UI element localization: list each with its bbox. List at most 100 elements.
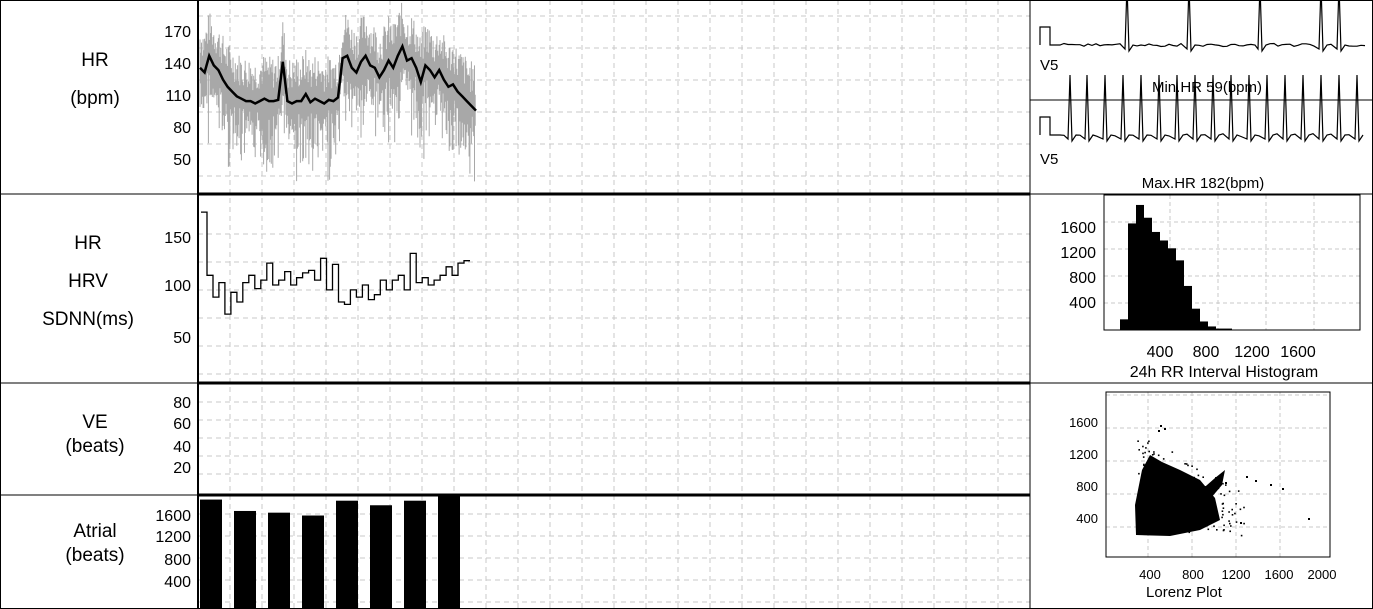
lorenz-point [1207, 528, 1210, 531]
lorenz-point [1191, 514, 1194, 517]
hist-bar [1168, 248, 1176, 330]
lorenz-point [1216, 529, 1218, 531]
lorenz-point [1177, 504, 1180, 506]
lorenz-point [1151, 454, 1154, 456]
lorenz-point [1230, 525, 1232, 527]
hist-bar [1144, 217, 1152, 330]
rr-histogram: 1600 1200 800 400 400 800 1200 1600 24h RR Inter… [1060, 194, 1361, 381]
lorenz-point [1221, 516, 1223, 519]
lorenz-point [1143, 478, 1145, 480]
lorenz-point [1222, 507, 1225, 509]
lorenz-point [1162, 479, 1165, 481]
lorenz-point [1160, 487, 1162, 489]
atrial-bar-plot [200, 494, 460, 609]
hist-bar [1152, 231, 1160, 330]
lorenz-point [1225, 484, 1227, 486]
hr-unit-label: (bpm) [70, 88, 120, 109]
hrv-tick-100: 100 [164, 278, 191, 295]
lorenz-point [1173, 519, 1176, 522]
ecg1-lead: V5 [1040, 57, 1058, 74]
hist-bar [1192, 308, 1200, 330]
hist-ytick: 400 [1069, 295, 1096, 312]
lorenz-point [1156, 524, 1159, 527]
lorenz-point [1200, 499, 1203, 502]
lorenz-point [1228, 490, 1231, 493]
hist-bar [1208, 326, 1216, 330]
lorenz-point [1168, 505, 1170, 508]
lorenz-xtick: 1200 [1222, 567, 1251, 582]
lorenz-point [1187, 510, 1190, 513]
lorenz-point [1282, 488, 1284, 490]
lorenz-point [1240, 522, 1242, 524]
lorenz-point [1150, 491, 1152, 494]
lorenz-point [1243, 506, 1245, 509]
lorenz-point [1155, 525, 1158, 527]
lorenz-point [1171, 451, 1174, 453]
hist-bar [1176, 260, 1184, 330]
lorenz-point [1165, 526, 1168, 528]
lorenz-xtick: 800 [1182, 567, 1204, 582]
lorenz-point [1144, 451, 1146, 454]
hist-bar [1216, 328, 1232, 330]
hist-bar [1184, 285, 1192, 330]
lorenz-point [1203, 503, 1206, 506]
lorenz-point [1161, 488, 1163, 490]
hist-xtick: 1600 [1280, 344, 1316, 361]
lorenz-point [1156, 476, 1159, 479]
atrial-tick-1200: 1200 [155, 529, 191, 546]
lorenz-point [1162, 516, 1165, 519]
atrial-tick-1600: 1600 [155, 508, 191, 525]
atrial-bar [404, 500, 426, 609]
lorenz-point [1177, 475, 1180, 478]
lorenz-point [1163, 504, 1165, 507]
lorenz-tail [1190, 470, 1225, 505]
lorenz-point [1203, 486, 1205, 488]
lorenz-point [1255, 480, 1257, 482]
lorenz-point [1164, 428, 1166, 430]
lorenz-point [1164, 513, 1166, 515]
lorenz-point [1196, 502, 1199, 505]
lorenz-point [1210, 486, 1213, 489]
lorenz-point [1229, 530, 1231, 533]
lorenz-point [1177, 512, 1180, 515]
hr-tick-170: 170 [164, 24, 191, 41]
lorenz-point [1146, 474, 1149, 476]
hist-title: 24h RR Interval Histogram [1130, 364, 1319, 381]
lorenz-point [1153, 470, 1156, 473]
lorenz-point [1185, 502, 1188, 505]
hist-xtick: 800 [1193, 344, 1220, 361]
lorenz-point [1179, 530, 1181, 532]
lorenz-point [1189, 483, 1191, 485]
lorenz-point [1156, 500, 1158, 502]
lorenz-point [1160, 425, 1162, 427]
lorenz-point [1160, 495, 1162, 498]
lorenz-point [1185, 463, 1188, 465]
lorenz-point [1156, 468, 1159, 470]
lorenz-point [1181, 509, 1183, 512]
lorenz-point [1169, 476, 1172, 479]
lorenz-point [1218, 483, 1221, 485]
atrial-bar [302, 515, 324, 609]
lorenz-point [1149, 524, 1151, 526]
lorenz-point [1142, 452, 1144, 455]
lorenz-point [1170, 481, 1173, 484]
lorenz-point [1142, 456, 1145, 458]
lorenz-point [1229, 522, 1231, 525]
lorenz-point [1148, 440, 1150, 443]
lorenz-point [1270, 484, 1272, 486]
ecg-trace-1 [1039, 0, 1366, 53]
lorenz-point [1171, 505, 1174, 507]
hrv-sdnn-line [201, 211, 470, 315]
lorenz-point [1161, 494, 1163, 497]
lorenz-point [1177, 523, 1179, 526]
lorenz-point [1158, 462, 1161, 465]
atrial-bar [438, 494, 460, 609]
lorenz-point [1143, 470, 1146, 472]
lorenz-point [1240, 534, 1243, 537]
hr-trend-plot [199, 2, 477, 182]
lorenz-point [1222, 502, 1224, 505]
ve-tick-20: 20 [173, 460, 191, 477]
lorenz-point [1144, 521, 1146, 524]
lorenz-point [1159, 525, 1162, 528]
lorenz-xtick: 1600 [1265, 567, 1294, 582]
